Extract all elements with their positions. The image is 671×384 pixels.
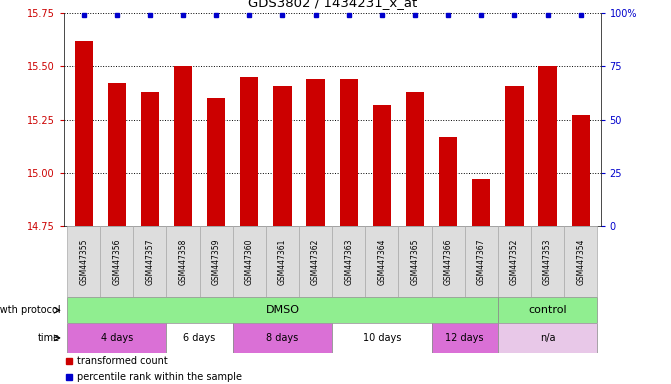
Text: transformed count: transformed count (77, 356, 168, 366)
Bar (340, 79, 358, 226)
Bar (67, 226, 100, 297)
Bar (174, 66, 192, 226)
Text: GSM447362: GSM447362 (311, 238, 320, 285)
Bar (498, 297, 597, 323)
Bar (166, 226, 199, 297)
Text: GSM447353: GSM447353 (543, 238, 552, 285)
Text: growth protocol: growth protocol (0, 305, 60, 315)
Text: GSM447364: GSM447364 (377, 238, 386, 285)
Bar (266, 226, 299, 297)
Bar (372, 105, 391, 226)
Text: GSM447361: GSM447361 (278, 238, 287, 285)
Bar (564, 226, 597, 297)
Text: GSM447363: GSM447363 (344, 238, 353, 285)
Bar (498, 323, 597, 353)
Bar (431, 226, 465, 297)
Bar (107, 83, 126, 226)
Bar (74, 41, 93, 226)
Bar (207, 98, 225, 226)
Text: GSM447352: GSM447352 (510, 238, 519, 285)
Text: time: time (38, 333, 60, 343)
Text: GSM447354: GSM447354 (576, 238, 585, 285)
Bar (100, 226, 134, 297)
Bar (67, 323, 166, 353)
Bar (365, 226, 399, 297)
Text: 4 days: 4 days (101, 333, 133, 343)
Bar (505, 86, 523, 226)
Bar (141, 92, 159, 226)
Bar (233, 226, 266, 297)
Bar (273, 86, 292, 226)
Bar (399, 226, 431, 297)
Bar (299, 226, 332, 297)
Bar (166, 323, 233, 353)
Text: 10 days: 10 days (362, 333, 401, 343)
Text: GSM447358: GSM447358 (178, 238, 187, 285)
Text: control: control (528, 305, 567, 315)
Text: GSM447357: GSM447357 (146, 238, 154, 285)
Text: GSM447355: GSM447355 (79, 238, 88, 285)
Text: GSM447365: GSM447365 (411, 238, 419, 285)
Text: GSM447360: GSM447360 (245, 238, 254, 285)
Bar (538, 66, 557, 226)
Bar (572, 115, 590, 226)
Bar (134, 226, 166, 297)
Bar (472, 179, 491, 226)
Bar (199, 226, 233, 297)
Bar (431, 323, 498, 353)
Bar (240, 77, 258, 226)
Text: n/a: n/a (539, 333, 556, 343)
Bar (531, 226, 564, 297)
Text: GSM447366: GSM447366 (444, 238, 453, 285)
Bar (498, 226, 531, 297)
Bar (307, 79, 325, 226)
Text: 12 days: 12 days (446, 333, 484, 343)
Title: GDS3802 / 1434231_x_at: GDS3802 / 1434231_x_at (248, 0, 417, 9)
Bar (406, 92, 424, 226)
Bar (439, 137, 457, 226)
Bar (233, 323, 332, 353)
Bar (332, 226, 365, 297)
Text: DMSO: DMSO (266, 305, 299, 315)
Bar (332, 323, 431, 353)
Text: 8 days: 8 days (266, 333, 299, 343)
Text: percentile rank within the sample: percentile rank within the sample (77, 372, 242, 382)
Text: GSM447367: GSM447367 (477, 238, 486, 285)
Bar (67, 297, 498, 323)
Text: 6 days: 6 days (183, 333, 216, 343)
Bar (465, 226, 498, 297)
Text: GSM447356: GSM447356 (112, 238, 121, 285)
Text: GSM447359: GSM447359 (211, 238, 221, 285)
